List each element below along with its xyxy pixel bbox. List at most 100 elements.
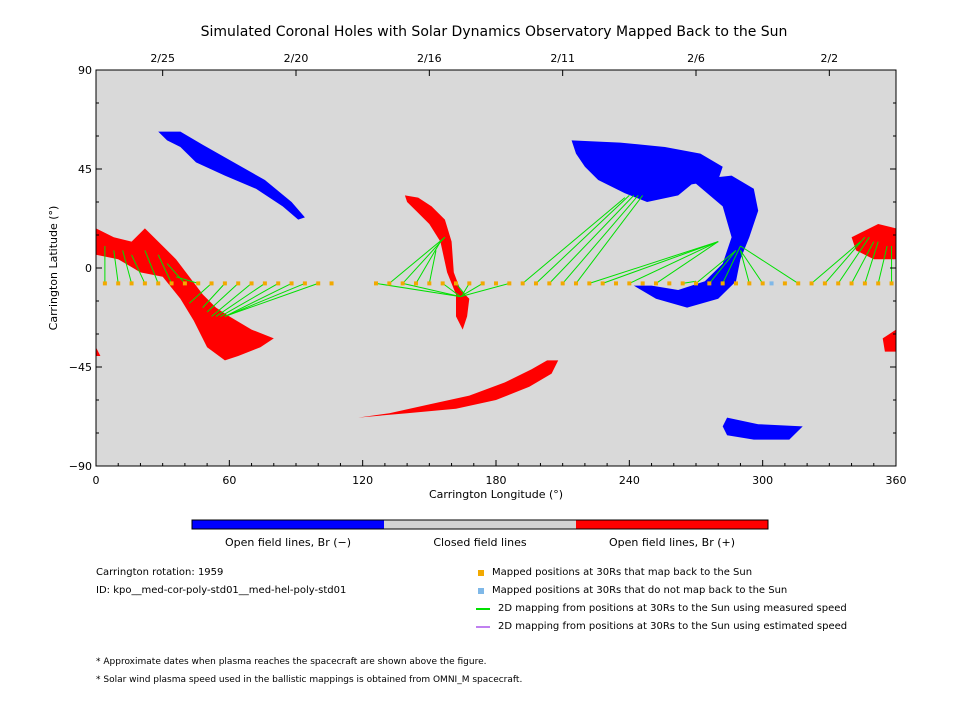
run-id-label: ID: kpo__med-cor-poly-std01__med-hel-pol… xyxy=(96,585,347,596)
mapped-point xyxy=(534,281,538,286)
mapped-point xyxy=(574,281,578,286)
mapping-line xyxy=(215,282,266,317)
mapped-point xyxy=(102,281,107,286)
mapped-point xyxy=(836,281,841,286)
mapped-point xyxy=(654,281,658,286)
mapping-line xyxy=(460,282,483,298)
mapped-point xyxy=(760,281,765,286)
colorbar-segment xyxy=(192,520,384,529)
x-tick-label: 120 xyxy=(352,474,373,487)
coronal-hole-negative xyxy=(571,140,723,202)
x-tick-label: 0 xyxy=(93,474,100,487)
mapped-point xyxy=(289,281,294,286)
mapping-line xyxy=(402,282,461,298)
mapped-point xyxy=(427,281,432,286)
legend-label-measured: 2D mapping from positions at 30Rs to the… xyxy=(498,603,847,614)
mapped-point xyxy=(507,281,512,286)
y-tick-label: 0 xyxy=(85,262,92,275)
axes: 0 60 120 180 240 300 360 90 45 0 −45 −90 2/25 2/20 2/1… xyxy=(69,52,907,487)
top-date-label: 2/2 xyxy=(820,52,838,65)
mapped-point xyxy=(262,281,267,286)
purple-line-icon xyxy=(476,625,490,628)
y-axis-label: Carrington Latitude (°) xyxy=(47,206,60,331)
mapping-line xyxy=(824,236,866,284)
mapped-positions xyxy=(102,281,894,286)
mapped-point xyxy=(614,281,618,286)
mapped-point xyxy=(494,281,498,286)
unmapped-point xyxy=(769,281,774,286)
x-axis-label: Carrington Longitude (°) xyxy=(429,488,563,501)
legend-item-measured: 2D mapping from positions at 30Rs to the… xyxy=(476,603,847,614)
light-blue-square-icon xyxy=(478,587,484,594)
mapped-point xyxy=(734,281,738,286)
mapped-point xyxy=(796,281,801,286)
mapped-point xyxy=(862,281,867,286)
mapping-line xyxy=(220,282,279,317)
mapping-line xyxy=(166,263,186,284)
y-tick-label: 90 xyxy=(78,64,92,77)
mapping-line xyxy=(206,283,239,313)
mapping-line xyxy=(415,241,441,284)
mapped-point xyxy=(316,281,321,286)
top-date-label: 2/11 xyxy=(550,52,575,65)
mapped-point xyxy=(182,281,187,286)
orange-square-icon xyxy=(478,569,484,576)
mapped-point xyxy=(547,281,552,286)
mapping-line xyxy=(442,282,461,298)
mapped-point xyxy=(169,281,174,286)
carrington-rotation-label: Carrington rotation: 1959 xyxy=(96,567,224,578)
top-date-label: 2/6 xyxy=(687,52,705,65)
x-tick-label: 60 xyxy=(222,474,236,487)
mapping-line xyxy=(522,197,626,284)
mapping-line xyxy=(562,195,639,284)
x-tick-label: 180 xyxy=(486,474,507,487)
mapped-point xyxy=(680,281,685,286)
mapped-point xyxy=(374,281,378,286)
colorbar-frame xyxy=(191,519,769,530)
coronal-hole-positive xyxy=(358,360,559,418)
mapped-point xyxy=(849,281,854,286)
mapped-point xyxy=(302,281,307,286)
mapping-line xyxy=(695,250,737,284)
mapping-line xyxy=(740,250,764,284)
colorbar-segment xyxy=(384,520,576,529)
y-tick-label: −90 xyxy=(69,460,92,473)
mapped-point xyxy=(387,281,392,286)
mapping-line xyxy=(740,245,799,284)
mapped-point xyxy=(560,281,565,286)
mapping-line xyxy=(575,195,644,284)
mapping-line xyxy=(655,241,719,284)
mapped-point xyxy=(249,281,254,286)
green-line-icon xyxy=(476,607,490,610)
mapping-line xyxy=(211,283,252,317)
mapped-point xyxy=(400,281,405,286)
mapping-line xyxy=(811,241,861,284)
legend-label-estimated: 2D mapping from positions at 30Rs to the… xyxy=(498,621,848,632)
mapped-point xyxy=(209,281,214,286)
mapping-line xyxy=(460,282,510,298)
mapping-line xyxy=(629,241,719,284)
coronal-hole-negative xyxy=(158,131,305,220)
mapped-point xyxy=(640,281,645,286)
top-date-label: 2/25 xyxy=(150,52,175,65)
mapped-point xyxy=(142,281,147,286)
mapping-line xyxy=(144,250,159,284)
coronal-hole-positive xyxy=(851,224,896,260)
legend-label-mapped: Mapped positions at 30Rs that map back t… xyxy=(492,567,753,578)
mapping-line xyxy=(708,250,737,284)
mapped-point xyxy=(480,281,485,286)
mapped-point xyxy=(129,281,134,286)
coronal-hole-positive xyxy=(96,228,274,361)
mapping-line xyxy=(548,195,635,284)
colorbar-segment xyxy=(576,520,768,529)
mapping-line xyxy=(113,250,119,284)
mapping-line xyxy=(851,241,875,284)
legend-item-mapped: Mapped positions at 30Rs that map back t… xyxy=(478,567,752,578)
footnote-dates: * Approximate dates when plasma reaches … xyxy=(96,657,487,667)
mapping-line xyxy=(837,236,870,284)
mapped-point xyxy=(694,281,698,286)
mapped-point xyxy=(587,281,592,286)
legend-item-not-mapped: Mapped positions at 30Rs that do not map… xyxy=(478,585,787,596)
coronal-hole-positive xyxy=(882,329,896,352)
top-date-label: 2/20 xyxy=(284,52,309,65)
